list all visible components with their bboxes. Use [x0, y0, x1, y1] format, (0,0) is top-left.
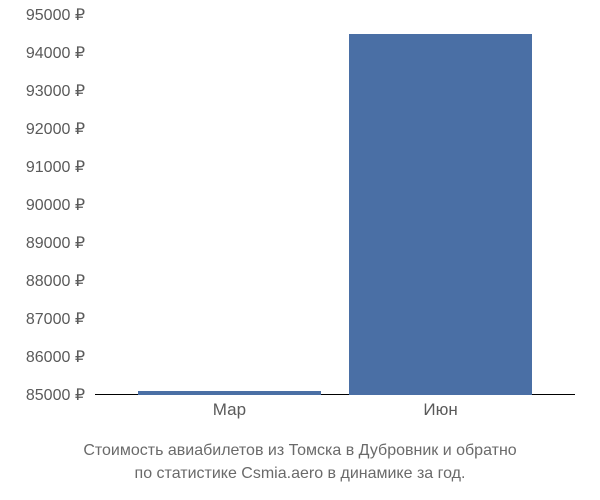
y-tick-label: 95000 ₽	[26, 5, 85, 25]
x-tick-label: Мар	[213, 400, 246, 420]
y-tick-label: 92000 ₽	[26, 119, 85, 139]
y-axis: 85000 ₽86000 ₽87000 ₽88000 ₽89000 ₽90000…	[0, 15, 90, 395]
caption: Стоимость авиабилетов из Томска в Дубров…	[0, 440, 600, 485]
x-axis: Мар Июн	[95, 400, 575, 430]
y-tick-label: 94000 ₽	[26, 43, 85, 63]
plot-area	[95, 15, 575, 395]
x-tick-label: Июн	[423, 400, 457, 420]
y-tick-label: 87000 ₽	[26, 309, 85, 329]
bar	[138, 391, 320, 395]
y-tick-label: 93000 ₽	[26, 81, 85, 101]
y-tick-label: 88000 ₽	[26, 271, 85, 291]
caption-line1: Стоимость авиабилетов из Томска в Дубров…	[83, 442, 516, 459]
y-tick-label: 86000 ₽	[26, 347, 85, 367]
y-tick-label: 89000 ₽	[26, 233, 85, 253]
caption-line2: по статистике Csmia.aero в динамике за г…	[135, 465, 466, 482]
y-tick-label: 85000 ₽	[26, 385, 85, 405]
y-tick-label: 90000 ₽	[26, 195, 85, 215]
y-tick-label: 91000 ₽	[26, 157, 85, 177]
chart-container: 85000 ₽ 86000 ₽ 87000 ₽ 88000 ₽ 89000 ₽ 90000…	[0, 0, 600, 500]
bar	[349, 34, 531, 395]
